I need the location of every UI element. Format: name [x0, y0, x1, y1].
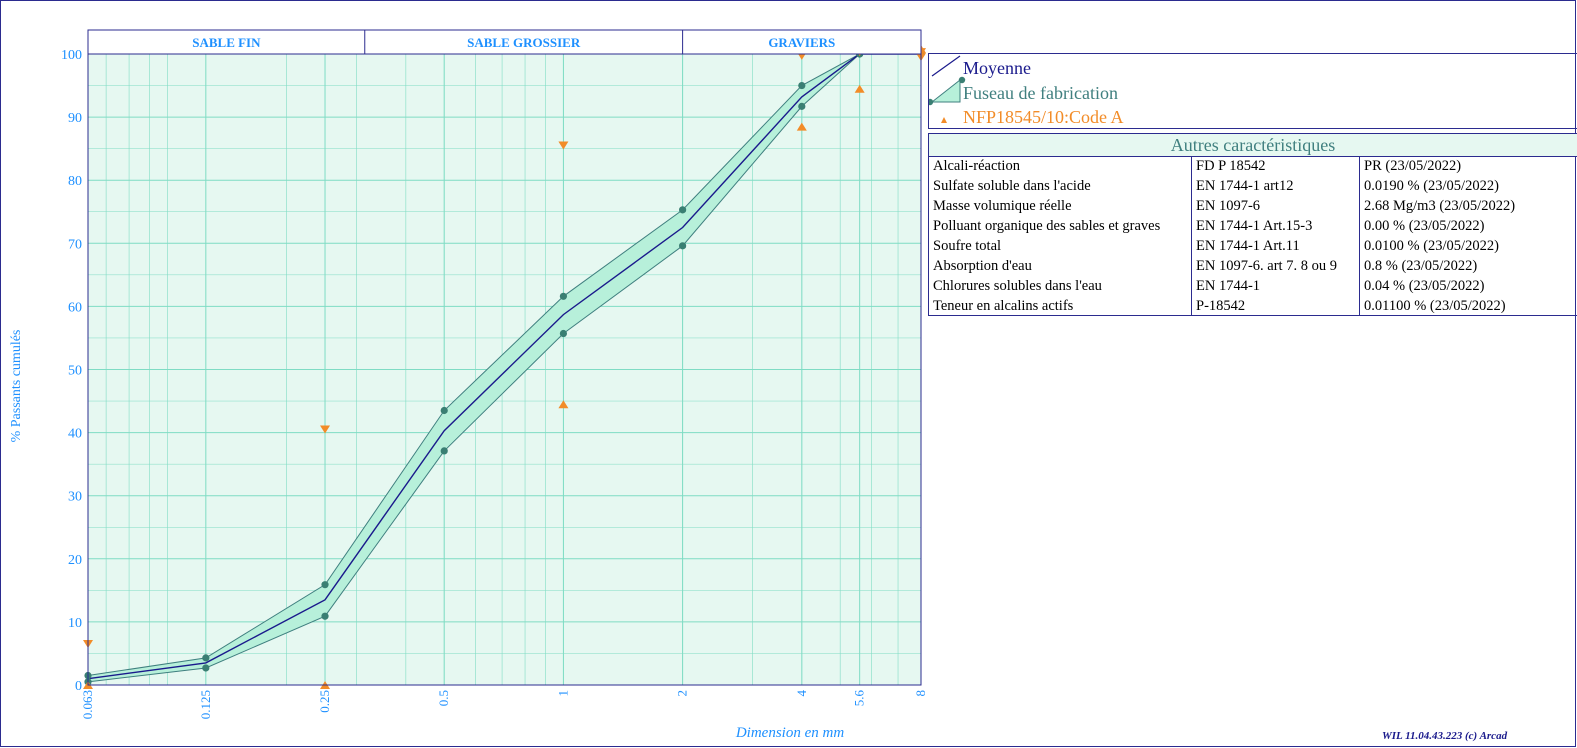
characteristic-standard: EN 1744-1 art12 — [1191, 176, 1360, 197]
characteristic-value: 0.00 % (23/05/2022) — [1364, 218, 1485, 235]
envelope-lower-point — [440, 447, 448, 455]
x-tick-labels: 0.063 0.125 0.25 0.5 1 2 4 5.6 8 — [80, 690, 928, 720]
y-tick-label: 90 — [68, 111, 82, 126]
characteristic-name: Chlorures solubles dans l'eau — [929, 276, 1192, 297]
legend-mean-icon — [931, 55, 961, 77]
envelope-upper-point — [679, 206, 687, 214]
characteristic-row: Sulfate soluble dans l'acide EN 1744-1 ar… — [929, 176, 1574, 197]
characteristic-value: 0.0190 % (23/05/2022) — [1364, 178, 1499, 195]
characteristic-row: Polluant organique des sables et graves E… — [929, 216, 1574, 237]
y-tick-label: 40 — [68, 427, 82, 442]
y-tick-label: 30 — [68, 490, 82, 505]
granulometry-chart: SABLE FIN SABLE GROSSIER GRAVIERS 0 10 20 30 4… — [61, 29, 928, 720]
envelope-upper-point — [798, 81, 806, 90]
envelope-band — [88, 54, 921, 682]
envelope-upper-point — [440, 406, 448, 415]
spec-lower-limit-marker — [796, 122, 807, 131]
spec-upper-limit-marker — [558, 141, 569, 150]
y-tick-label: 20 — [68, 553, 82, 568]
envelope-upper-point — [559, 292, 568, 300]
legend-spec-label: NFP18545/10:Code A — [963, 107, 1124, 127]
y-tick-label: 100 — [61, 48, 82, 63]
y-tick-labels: 0 10 20 30 40 50 60 70 80 90 100 — [61, 48, 82, 694]
x-tick-label: 0.5 — [436, 690, 451, 706]
characteristic-row: Teneur en alcalins actifs P-18542 0.01100 … — [929, 296, 1574, 317]
mean-line — [87, 53, 921, 680]
spec-upper-limit-marker — [320, 425, 331, 434]
legend: Moyenne Fuseau de fabrication NFP18545/1… — [928, 53, 1577, 129]
zone-band: SABLE FIN SABLE GROSSIER GRAVIERS — [87, 29, 922, 55]
characteristic-name: Sulfate soluble dans l'acide — [929, 176, 1192, 197]
zone-label: SABLE GROSSIER — [467, 35, 581, 50]
x-tick-label: 1 — [555, 690, 570, 697]
software-version-footer: WIL 11.04.43.223 (c) Arcad — [1382, 730, 1508, 742]
characteristic-standard: EN 1744-1 Art.15-3 — [1191, 216, 1360, 237]
spec-lower-limit-marker — [558, 400, 569, 409]
y-tick-label: 10 — [68, 616, 82, 631]
legend-icons — [929, 55, 966, 123]
characteristic-row: Masse volumique réelle EN 1097-6 2.68 Mg/m… — [929, 196, 1574, 217]
characteristic-name: Soufre total — [929, 236, 1192, 257]
characteristic-value: 0.0100 % (23/05/2022) — [1364, 238, 1499, 254]
x-tick-label: 5.6 — [852, 690, 867, 707]
legend-envelope-marker-icon — [929, 98, 934, 106]
zone-label: SABLE FIN — [192, 35, 261, 50]
y-tick-label: 80 — [68, 174, 82, 189]
envelope-lower-point — [798, 102, 806, 110]
characteristic-row: Soufre total EN 1744-1 Art.11 0.0100 % (23… — [929, 236, 1574, 257]
characteristic-value: 0.8 % (23/05/2022) — [1364, 257, 1478, 274]
characteristics-title: Autres caractéristiques — [929, 134, 1577, 157]
characteristic-row: Alcali-réaction FD P 18542 PR (23/05/2022) — [929, 157, 1574, 177]
characteristic-value: PR (23/05/2022) — [1364, 158, 1462, 175]
x-tick-label: 4 — [794, 690, 809, 697]
envelope-upper-point — [202, 654, 210, 662]
characteristic-standard: FD P 18542 — [1191, 157, 1360, 177]
y-tick-label: 0 — [75, 679, 82, 694]
characteristics-panel: Autres caractéristiques Alcali-réaction F… — [928, 133, 1577, 317]
x-tick-label: 0.063 — [80, 690, 95, 719]
characteristic-row: Chlorures solubles dans l'eau EN 1744-1 0.… — [929, 276, 1574, 297]
envelope-upper-point — [321, 581, 329, 589]
characteristic-standard: EN 1097-6. art 7. 8 ou 9 — [1191, 256, 1360, 277]
x-tick-label: 0.125 — [198, 690, 213, 719]
zone-band-frame — [87, 29, 922, 55]
characteristic-value: 2.68 Mg/m3 (23/05/2022) — [1364, 198, 1516, 215]
characteristic-standard: EN 1744-1 — [1191, 276, 1360, 297]
legend-envelope-marker-icon — [958, 76, 966, 84]
characteristic-standard: P-18542 — [1191, 296, 1360, 317]
envelope-lower-point — [559, 329, 568, 338]
y-axis-label: % Passants cumulés — [9, 329, 24, 443]
x-tick-label: 0.25 — [317, 690, 332, 713]
x-axis-label: Dimension en mm — [735, 725, 845, 741]
characteristics-table: Alcali-réaction FD P 18542 PR (23/05/2022)… — [929, 157, 1574, 317]
x-tick-label: 8 — [913, 690, 928, 697]
legend-envelope-label: Fuseau de fabrication — [963, 83, 1118, 103]
legend-mean-label: Moyenne — [963, 58, 1031, 78]
x-tick-label: 2 — [675, 690, 690, 697]
envelope-lower-point — [321, 612, 329, 620]
zone-label: GRAVIERS — [768, 35, 835, 50]
y-tick-label: 50 — [68, 364, 82, 379]
characteristic-name: Alcali-réaction — [929, 157, 1192, 177]
characteristic-standard: EN 1744-1 Art.11 — [1191, 236, 1360, 257]
legend-spec-icon — [941, 117, 947, 123]
characteristic-name: Teneur en alcalins actifs — [929, 296, 1192, 317]
characteristic-name: Masse volumique réelle — [929, 196, 1192, 217]
envelope-lower-point — [679, 242, 687, 250]
characteristic-value: 0.04 % (23/05/2022) — [1364, 277, 1485, 294]
y-tick-label: 60 — [68, 300, 82, 315]
characteristic-standard: EN 1097-6 — [1191, 196, 1360, 217]
y-tick-label: 70 — [68, 237, 82, 252]
characteristic-row: Absorption d'eau EN 1097-6. art 7. 8 ou 9… — [929, 256, 1574, 277]
characteristic-value: 0.01100 % (23/05/2022) — [1364, 297, 1506, 314]
envelope-lower-point — [202, 664, 210, 672]
spec-lower-limit-marker — [854, 84, 865, 93]
characteristic-name: Polluant organique des sables et graves — [929, 216, 1192, 237]
characteristic-name: Absorption d'eau — [929, 256, 1192, 277]
legend-envelope-icon — [930, 78, 961, 103]
